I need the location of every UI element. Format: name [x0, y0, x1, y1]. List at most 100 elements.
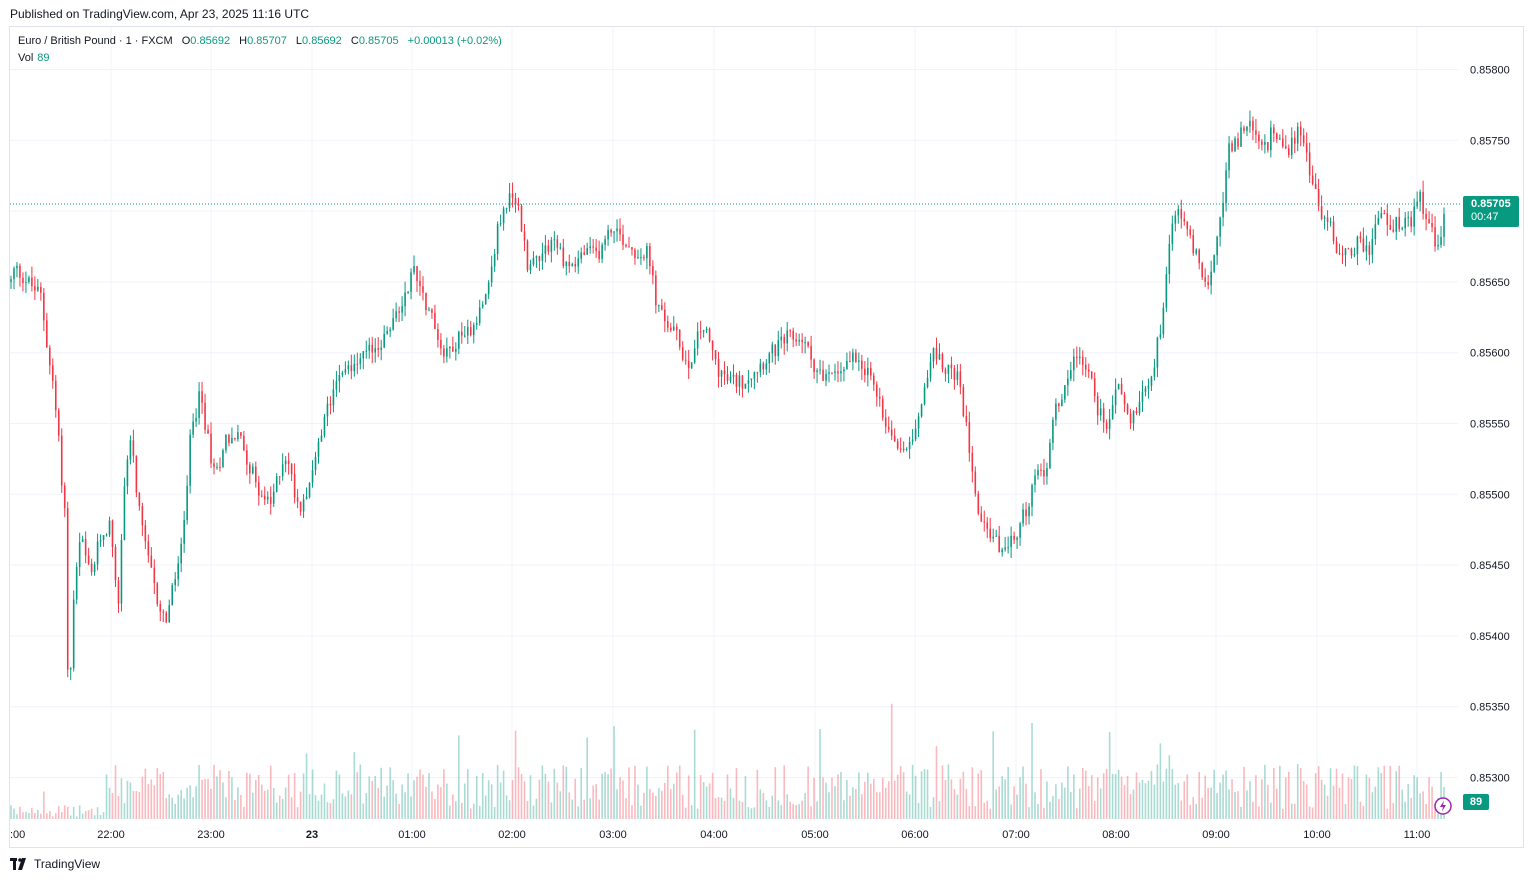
- candle-body: [1102, 408, 1105, 423]
- candle-body: [287, 460, 290, 465]
- x-tick-label: 22:00: [97, 829, 125, 841]
- volume-bar: [816, 801, 818, 819]
- candle-body: [944, 369, 947, 374]
- volume-bar: [646, 766, 648, 819]
- volume-bar: [135, 791, 138, 819]
- candle-body: [592, 246, 594, 248]
- candle-body: [768, 353, 771, 364]
- volume-bar: [556, 782, 559, 819]
- candle-body: [252, 466, 254, 474]
- candle-body: [1114, 389, 1117, 406]
- candle-body: [392, 318, 394, 330]
- candle-body: [732, 374, 735, 377]
- volume-bar: [944, 780, 947, 819]
- candle-body: [1425, 213, 1427, 220]
- volume-bar: [171, 797, 174, 819]
- candle-body: [81, 539, 84, 543]
- volume-bar: [908, 794, 911, 819]
- candle-body: [753, 372, 756, 379]
- candle-body: [846, 360, 848, 370]
- lightning-icon[interactable]: [1434, 797, 1452, 815]
- candle-body: [675, 326, 678, 331]
- volume-bar: [511, 779, 514, 819]
- volume-label[interactable]: Vol: [18, 52, 34, 64]
- candle-body: [655, 275, 657, 306]
- volume-bar: [243, 806, 245, 819]
- volume-bar: [472, 803, 475, 819]
- volume-bar: [1380, 773, 1383, 819]
- volume-bar: [1249, 781, 1251, 819]
- candle-body: [1240, 127, 1242, 147]
- candle-body: [1252, 121, 1254, 131]
- volume-bar: [13, 808, 15, 819]
- candle-body: [962, 386, 965, 417]
- candle-body: [347, 365, 350, 370]
- candle-body: [1040, 469, 1042, 471]
- volume-bar: [1261, 779, 1263, 819]
- candle-body: [750, 378, 753, 381]
- candle-body: [1419, 191, 1421, 202]
- candle-body: [1431, 223, 1433, 228]
- volume-bar: [117, 796, 120, 819]
- volume-bar: [1398, 765, 1401, 819]
- volume-bar: [1132, 789, 1135, 819]
- volume-bar: [105, 774, 108, 819]
- candle-body: [257, 482, 260, 496]
- volume-bar: [380, 767, 382, 819]
- candle-body: [565, 261, 568, 267]
- candle-body: [738, 375, 741, 387]
- last-volume-badge: 89: [1463, 794, 1489, 810]
- volume-bar: [1156, 764, 1159, 819]
- candle-body: [1219, 217, 1221, 237]
- candle-body: [678, 330, 681, 348]
- volume-bar: [1425, 803, 1427, 819]
- volume-bar: [1093, 801, 1096, 819]
- volume-bar: [1195, 803, 1198, 819]
- candle-body: [317, 441, 320, 457]
- candle-body: [628, 246, 630, 248]
- volume-bar: [643, 792, 645, 819]
- chart-frame: [9, 26, 1524, 848]
- candle-body: [13, 268, 15, 280]
- volume-bar: [51, 816, 54, 819]
- candle-body: [508, 193, 511, 209]
- volume-bar: [1180, 800, 1183, 819]
- candle-body: [562, 247, 565, 267]
- symbol-name[interactable]: Euro / British Pound · 1 · FXCM: [18, 35, 173, 47]
- volume-bar: [466, 769, 469, 819]
- volume-bar: [1114, 774, 1117, 819]
- volume-bar: [1081, 767, 1084, 819]
- volume-bar: [1237, 791, 1239, 819]
- volume-bar: [392, 780, 394, 819]
- volume-bar: [81, 813, 84, 819]
- candle-body: [1335, 241, 1338, 254]
- volume-bar: [478, 805, 481, 819]
- volume-bar: [16, 814, 18, 819]
- volume-bar: [1273, 768, 1275, 819]
- volume-bar: [526, 801, 529, 819]
- candle-body: [690, 362, 693, 369]
- volume-bar: [481, 773, 484, 819]
- volume-bar: [398, 803, 400, 819]
- volume-bar: [1058, 798, 1060, 819]
- candle-body: [1093, 378, 1096, 396]
- volume-bar: [508, 800, 511, 819]
- volume-bar: [1031, 722, 1033, 819]
- volume-bar: [475, 775, 478, 819]
- volume-bar: [1049, 801, 1051, 819]
- volume-bar: [1365, 774, 1368, 819]
- volume-bar: [1204, 775, 1206, 819]
- volume-bar: [666, 765, 669, 819]
- volume-bar: [1222, 774, 1224, 819]
- volume-bar: [872, 778, 875, 819]
- volume-bar: [950, 779, 953, 819]
- volume-bar: [1052, 796, 1054, 819]
- volume-bar: [505, 795, 508, 819]
- candle-body: [571, 263, 574, 267]
- volume-bar: [852, 787, 854, 819]
- candle-body: [63, 485, 66, 509]
- candle-body: [1147, 385, 1150, 389]
- volume-bar: [25, 811, 27, 819]
- volume-bar: [1055, 784, 1057, 819]
